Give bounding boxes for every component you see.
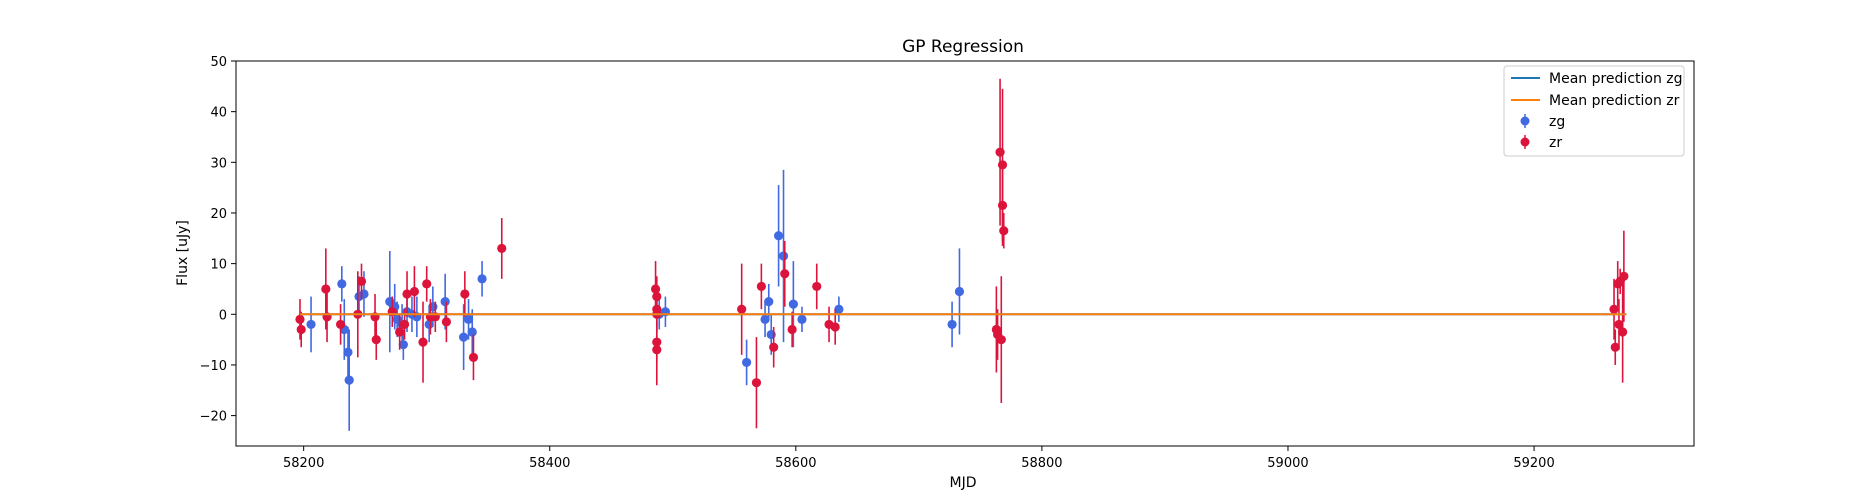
data-point-zr (751, 378, 762, 388)
data-point-zg (424, 319, 434, 330)
data-point-zr (995, 147, 1005, 157)
x-tick-label: 58200 (283, 456, 324, 471)
y-tick-label: 0 (219, 308, 227, 323)
y-axis: −20 −10 0 10 20 30 40 50 (200, 55, 236, 425)
x-axis: 58200 58400 58600 58800 59000 59200 (283, 446, 1555, 471)
data-point-zr (296, 324, 306, 335)
chart-title: GP Regression (902, 37, 1024, 57)
x-tick-label: 58800 (1021, 456, 1062, 471)
data-point-zr (356, 276, 367, 286)
data-point-zg (742, 357, 752, 368)
legend-marker-zg (1520, 116, 1530, 126)
data-point-zg (773, 231, 784, 241)
data-point-zr (460, 289, 470, 299)
data-point-zr (1618, 327, 1628, 337)
axes-frame (235, 60, 1695, 447)
legend-marker-zr (1520, 137, 1530, 147)
y-tick-label: 50 (210, 55, 227, 70)
y-tick-label: 20 (210, 207, 227, 222)
data-point-zg (337, 279, 347, 289)
data-point-zr (769, 342, 779, 352)
data-point-zg (947, 319, 957, 330)
data-point-zg (760, 314, 770, 324)
data-point-zr (996, 335, 1006, 345)
legend-label-mean-zr: Mean prediction zr (1549, 93, 1680, 109)
plot-area (295, 78, 1629, 431)
data-point-zr (997, 200, 1008, 210)
data-point-zg (834, 304, 844, 314)
legend-label-mean-zg: Mean prediction zg (1549, 71, 1683, 87)
data-point-zg (459, 332, 469, 342)
data-point-zr (997, 160, 1008, 170)
y-tick-label: −10 (200, 359, 227, 374)
x-tick-label: 58400 (529, 456, 570, 471)
data-point-zr (787, 324, 797, 335)
data-point-zr (652, 345, 662, 355)
y-tick-label: −20 (200, 410, 227, 425)
data-point-zr (1619, 271, 1629, 281)
data-point-zr (652, 337, 662, 347)
y-tick-label: 40 (210, 106, 227, 121)
data-point-zr (468, 352, 479, 362)
data-point-zg (788, 299, 798, 309)
legend-label-zr: zr (1549, 135, 1562, 151)
data-point-zr (1610, 342, 1620, 352)
data-point-zr (422, 279, 432, 289)
data-point-zr (371, 335, 381, 345)
data-point-zr (650, 284, 661, 294)
data-point-zr (395, 327, 405, 337)
data-point-zr (497, 243, 507, 254)
legend: Mean prediction zg Mean prediction zr zg… (1503, 65, 1685, 157)
y-tick-label: 10 (210, 258, 227, 273)
data-point-zr (321, 284, 331, 294)
data-point-zg (954, 286, 965, 297)
data-point-zg (398, 340, 408, 350)
data-point-zg (343, 347, 353, 357)
data-point-zr (295, 314, 305, 324)
data-point-zg (764, 297, 774, 307)
data-point-zr (1609, 304, 1619, 314)
data-point-zr (1614, 319, 1624, 330)
x-tick-label: 58600 (775, 456, 816, 471)
y-tick-label: 30 (210, 156, 227, 171)
legend-label-zg: zg (1549, 114, 1565, 130)
data-point-zg (306, 319, 316, 330)
data-point-zg (344, 375, 354, 385)
data-point-zr (830, 322, 840, 332)
data-point-zg (477, 274, 487, 284)
data-point-zr (652, 291, 662, 302)
data-point-zr (399, 319, 410, 330)
data-point-zr (812, 281, 822, 292)
series-zg (306, 169, 965, 431)
data-point-zr (756, 281, 766, 292)
data-point-zg (467, 327, 477, 337)
data-point-zr (737, 304, 747, 314)
data-point-zg (797, 314, 807, 324)
data-point-zr (999, 226, 1009, 236)
data-point-zg (440, 297, 450, 307)
series-zr (295, 78, 1629, 429)
x-tick-label: 59000 (1267, 456, 1308, 471)
data-point-zg (778, 251, 789, 261)
x-tick-label: 59200 (1513, 456, 1554, 471)
x-axis-label: MJD (950, 475, 977, 491)
data-point-zr (335, 319, 346, 330)
data-point-zg (463, 314, 474, 324)
data-point-zr (402, 289, 412, 299)
data-point-zr (409, 286, 420, 297)
data-point-zr (441, 317, 451, 327)
data-point-zr (418, 337, 428, 347)
legend-frame (1503, 65, 1685, 157)
data-point-zr (780, 269, 790, 279)
y-axis-label: Flux [uJy] (175, 220, 191, 286)
